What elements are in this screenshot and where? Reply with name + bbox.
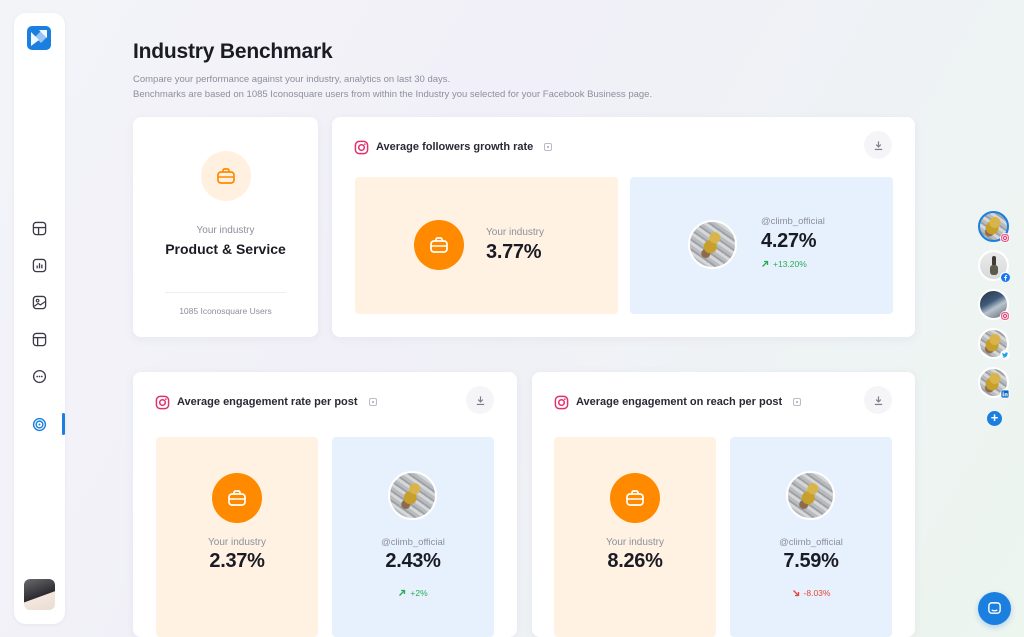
account-switcher-item[interactable] (978, 211, 1010, 243)
instagram-icon (155, 395, 170, 409)
industry-value-label: Your industry (606, 537, 664, 548)
instagram-icon (1000, 233, 1010, 243)
card-header: Average followers growth rate (354, 137, 553, 157)
app-logo[interactable] (27, 26, 51, 50)
account-value: 2.43% (385, 550, 441, 572)
account-switcher-item[interactable] (978, 328, 1010, 360)
download-button[interactable] (466, 386, 494, 414)
industry-label: Your industry (196, 225, 255, 236)
info-icon[interactable] (368, 398, 377, 406)
account-avatar (388, 471, 437, 520)
nav-analytics[interactable] (29, 255, 49, 275)
account-avatar (688, 220, 737, 269)
download-icon (874, 140, 882, 150)
industry-card: Your industry Product & Service 1085 Ico… (133, 117, 318, 337)
engagement-rate-card: Average engagement rate per post Your in… (133, 372, 517, 637)
account-switcher-item[interactable] (978, 289, 1010, 321)
support-chat-button[interactable] (978, 592, 1011, 625)
industry-name: Product & Service (165, 241, 286, 257)
nav-conversations[interactable] (29, 366, 49, 386)
page-subtitle: Compare your performance against your in… (133, 74, 451, 85)
sidebar (14, 13, 65, 624)
card-header: Average engagement rate per post (155, 392, 377, 412)
arrow-down-right-icon (792, 590, 799, 597)
twitter-icon (1000, 350, 1010, 360)
nav-media[interactable] (29, 292, 49, 312)
account-value: 7.59% (783, 550, 839, 572)
linkedin-icon (1000, 389, 1010, 399)
chat-icon (32, 369, 46, 383)
instagram-icon (554, 395, 569, 409)
download-button[interactable] (864, 386, 892, 414)
delta-value: +13.20% (773, 259, 807, 269)
layout-icon (32, 221, 46, 235)
page-subtitle-benchmark-note: Benchmarks are based on 1085 Iconosquare… (133, 89, 653, 100)
industry-panel: Your industry 3.77% (355, 177, 618, 314)
account-switcher-item[interactable] (978, 250, 1010, 282)
card-title: Average engagement rate per post (177, 396, 358, 408)
card-title: Average engagement on reach per post (576, 396, 783, 408)
info-icon[interactable] (793, 398, 802, 406)
engagement-reach-card: Average engagement on reach per post You… (532, 372, 915, 637)
industry-avatar (610, 473, 660, 523)
nav-benchmark[interactable] (29, 414, 49, 434)
delta-badge: +2% (398, 588, 428, 598)
delta-value: -8.03% (803, 588, 831, 598)
account-handle: @climb_official (779, 537, 843, 548)
industry-value: 3.77% (486, 241, 542, 263)
avatar[interactable] (24, 579, 55, 610)
chat-bubble-icon (988, 602, 1001, 614)
delta-badge: -8.03% (792, 588, 831, 598)
account-avatar (978, 211, 1009, 242)
benchmark-icon (32, 417, 46, 431)
add-account-button[interactable]: + (987, 411, 1002, 426)
industry-value-label: Your industry (208, 537, 266, 548)
industry-panel: Your industry 8.26% (554, 437, 716, 637)
instagram-icon (1000, 311, 1010, 321)
nav-calendar[interactable] (29, 329, 49, 349)
industry-avatar (212, 473, 262, 523)
arrow-up-right-icon (762, 260, 769, 267)
briefcase-icon (626, 490, 644, 506)
industry-panel: Your industry 2.37% (156, 437, 318, 637)
industry-value: 2.37% (209, 550, 265, 572)
calendar-icon (32, 332, 46, 346)
download-button[interactable] (864, 131, 892, 159)
page-title: Industry Benchmark (133, 40, 333, 63)
nav-active-indicator (62, 413, 65, 435)
download-icon (476, 395, 484, 405)
instagram-icon (354, 140, 369, 154)
arrow-up-right-icon (399, 589, 406, 596)
download-icon (874, 395, 882, 405)
account-handle: @climb_official (761, 216, 825, 227)
divider (165, 292, 286, 293)
media-icon (32, 295, 46, 309)
industry-avatar (414, 220, 464, 270)
account-avatar (786, 471, 835, 520)
delta-value: +2% (410, 588, 428, 598)
account-panel: @climb_official 4.27% +13.20% (630, 177, 893, 314)
briefcase-icon (228, 490, 246, 506)
followers-growth-card: Average followers growth rate Your indus… (332, 117, 915, 337)
card-header: Average engagement on reach per post (554, 392, 802, 412)
analytics-icon (32, 258, 46, 272)
account-value: 4.27% (761, 230, 817, 252)
facebook-icon (1000, 272, 1010, 282)
card-title: Average followers growth rate (376, 141, 534, 153)
account-switcher-item[interactable] (978, 367, 1010, 399)
briefcase-icon (217, 168, 235, 184)
info-icon[interactable] (544, 143, 553, 151)
briefcase-icon (430, 237, 448, 253)
account-handle: @climb_official (381, 537, 445, 548)
delta-badge: +13.20% (761, 259, 807, 269)
industry-icon-wrap (201, 151, 251, 201)
industry-users-count: 1085 Iconosquare Users (179, 306, 272, 316)
account-panel: @climb_official 7.59% -8.03% (730, 437, 892, 637)
plus-icon: + (990, 410, 999, 425)
account-panel: @climb_official 2.43% +2% (332, 437, 494, 637)
industry-value-label: Your industry (486, 227, 544, 238)
nav-dashboard[interactable] (29, 218, 49, 238)
industry-value: 8.26% (607, 550, 663, 572)
